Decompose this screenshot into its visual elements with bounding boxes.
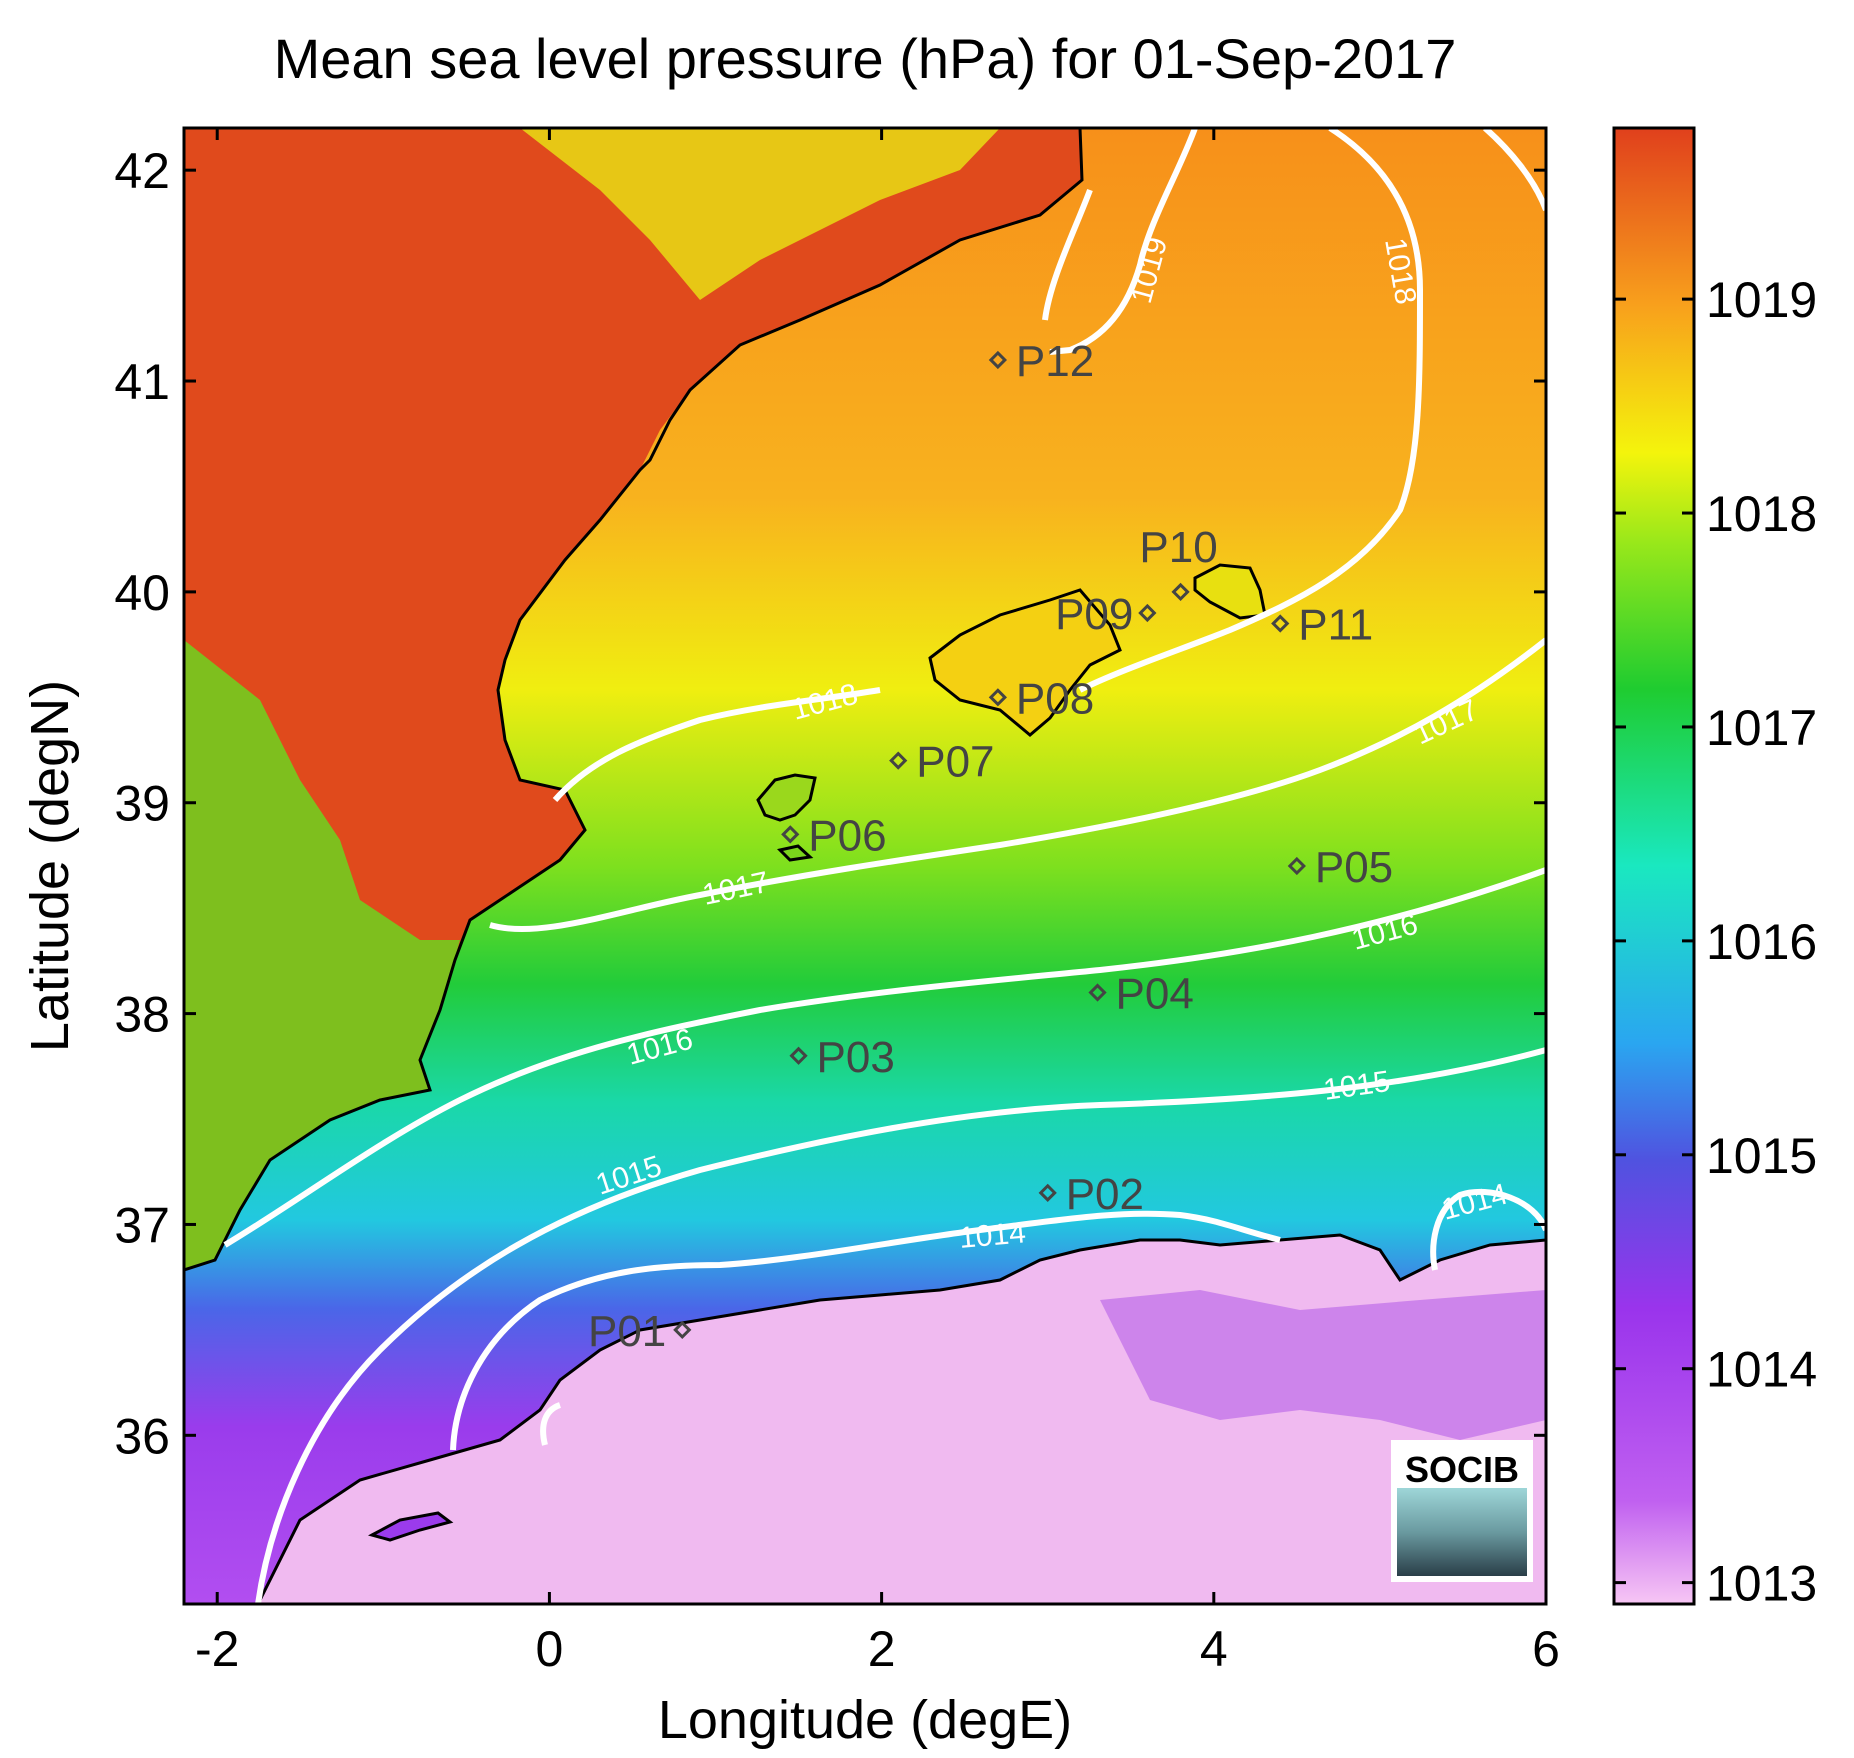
africa-purple-patch <box>1100 1290 1546 1440</box>
coastline-iberia <box>184 128 1084 1272</box>
colorbar-tick-label: 1017 <box>1706 700 1817 756</box>
station-marker <box>789 1046 808 1065</box>
station-point: P10 <box>1139 523 1218 602</box>
y-tick-label: 37 <box>114 1197 170 1253</box>
station-marker <box>1038 1183 1057 1202</box>
x-tick-label: 2 <box>868 1621 896 1677</box>
contour-1014 <box>450 1210 1281 1451</box>
contour-1014-small <box>540 1402 562 1446</box>
axes: -2 0 2 4 6 36 37 38 39 40 41 42 <box>114 128 1560 1677</box>
station-label: P01 <box>588 1307 666 1356</box>
station-point: P02 <box>1038 1170 1144 1219</box>
chart-title: Mean sea level pressure (hPa) for 01-Sep… <box>274 27 1457 90</box>
station-label: P08 <box>1016 674 1094 723</box>
y-tick-label: 39 <box>114 776 170 832</box>
x-tick-label: 6 <box>1532 1621 1560 1677</box>
contour-1015 <box>255 1047 1546 1604</box>
contour-1019-west <box>1042 188 1093 321</box>
station-label: P04 <box>1116 970 1194 1019</box>
y-tick-label: 41 <box>114 354 170 410</box>
y-axis-label: Latitude (degN) <box>20 680 80 1052</box>
colorbar-tick-label: 1019 <box>1706 272 1817 328</box>
station-point: P01 <box>588 1307 692 1356</box>
station-label: P10 <box>1139 523 1217 572</box>
colorbar-tick-label: 1018 <box>1706 486 1817 542</box>
logo-text: SOCIB <box>1405 1449 1519 1490</box>
logo-gradient <box>1397 1488 1527 1576</box>
iberia-yellow-band <box>520 128 1000 300</box>
island-alboran <box>367 1511 454 1542</box>
coastline-africa <box>256 1233 1546 1604</box>
socib-logo: SOCIB <box>1391 1440 1533 1582</box>
station-marker <box>1088 983 1107 1002</box>
contour-1018-east <box>1078 128 1424 693</box>
island-mallorca <box>928 588 1122 737</box>
island-formentera <box>777 844 814 862</box>
station-label: P02 <box>1066 1170 1144 1219</box>
station-label: P06 <box>808 811 886 860</box>
y-tick-label: 42 <box>114 143 170 199</box>
station-marker <box>889 751 908 770</box>
colorbar-tick-label: 1013 <box>1706 1556 1817 1612</box>
station-marker <box>781 825 800 844</box>
colorbar-tick-label: 1014 <box>1706 1342 1817 1398</box>
x-tick-label: 4 <box>1200 1621 1228 1677</box>
station-point: P04 <box>1088 970 1194 1019</box>
station-point: P07 <box>889 738 995 787</box>
station-marker <box>673 1320 692 1340</box>
contour-1019 <box>1049 128 1198 355</box>
station-marker <box>1138 603 1157 623</box>
colorbar-tick-label: 1016 <box>1706 914 1817 970</box>
contour-1018-ne <box>1483 128 1546 212</box>
iberia-green-lowland <box>184 640 460 1270</box>
station-label: P11 <box>1298 601 1373 650</box>
contour-1017 <box>489 637 1546 933</box>
x-axis-label: Longitude (degE) <box>658 1690 1072 1750</box>
contour-1016 <box>223 867 1546 1248</box>
y-tick-label: 38 <box>114 987 170 1043</box>
colorbar-ticks: 1013 1014 1015 1016 1017 1018 1019 <box>1614 272 1817 1612</box>
contour-label: 1014 <box>958 1216 1027 1255</box>
station-marker <box>988 688 1008 707</box>
y-tick-label: 36 <box>114 1408 170 1464</box>
station-label: P05 <box>1315 843 1393 892</box>
station-label: P09 <box>1055 590 1133 639</box>
station-marker <box>1171 582 1190 602</box>
station-point: P05 <box>1287 843 1393 892</box>
station-point: P11 <box>1271 601 1373 650</box>
map-plot-area: 1014 1014 1015 1015 1016 1016 1017 1017 … <box>184 128 1546 1604</box>
contour-lines <box>223 128 1546 1604</box>
contour-1018 <box>552 687 881 802</box>
contour-1014-east <box>1430 1188 1546 1271</box>
x-tick-label: -2 <box>195 1621 239 1677</box>
y-tick-label: 40 <box>114 565 170 621</box>
island-ibiza <box>756 773 817 822</box>
station-point: P06 <box>781 811 887 860</box>
station-label: P12 <box>1016 337 1094 386</box>
station-marker <box>988 350 1008 370</box>
station-point: P09 <box>1055 590 1157 639</box>
station-point: P12 <box>988 337 1094 386</box>
station-point: P08 <box>988 674 1094 723</box>
plot-frame <box>182 126 1548 1606</box>
x-tick-label: 0 <box>536 1621 564 1677</box>
station-marker <box>1271 614 1290 633</box>
station-marker <box>1287 856 1306 876</box>
station-point: P03 <box>789 1033 895 1082</box>
colorbar-tick-label: 1015 <box>1706 1128 1817 1184</box>
colorbar <box>1612 126 1696 1606</box>
station-label: P03 <box>817 1033 895 1082</box>
station-label: P07 <box>916 738 994 787</box>
